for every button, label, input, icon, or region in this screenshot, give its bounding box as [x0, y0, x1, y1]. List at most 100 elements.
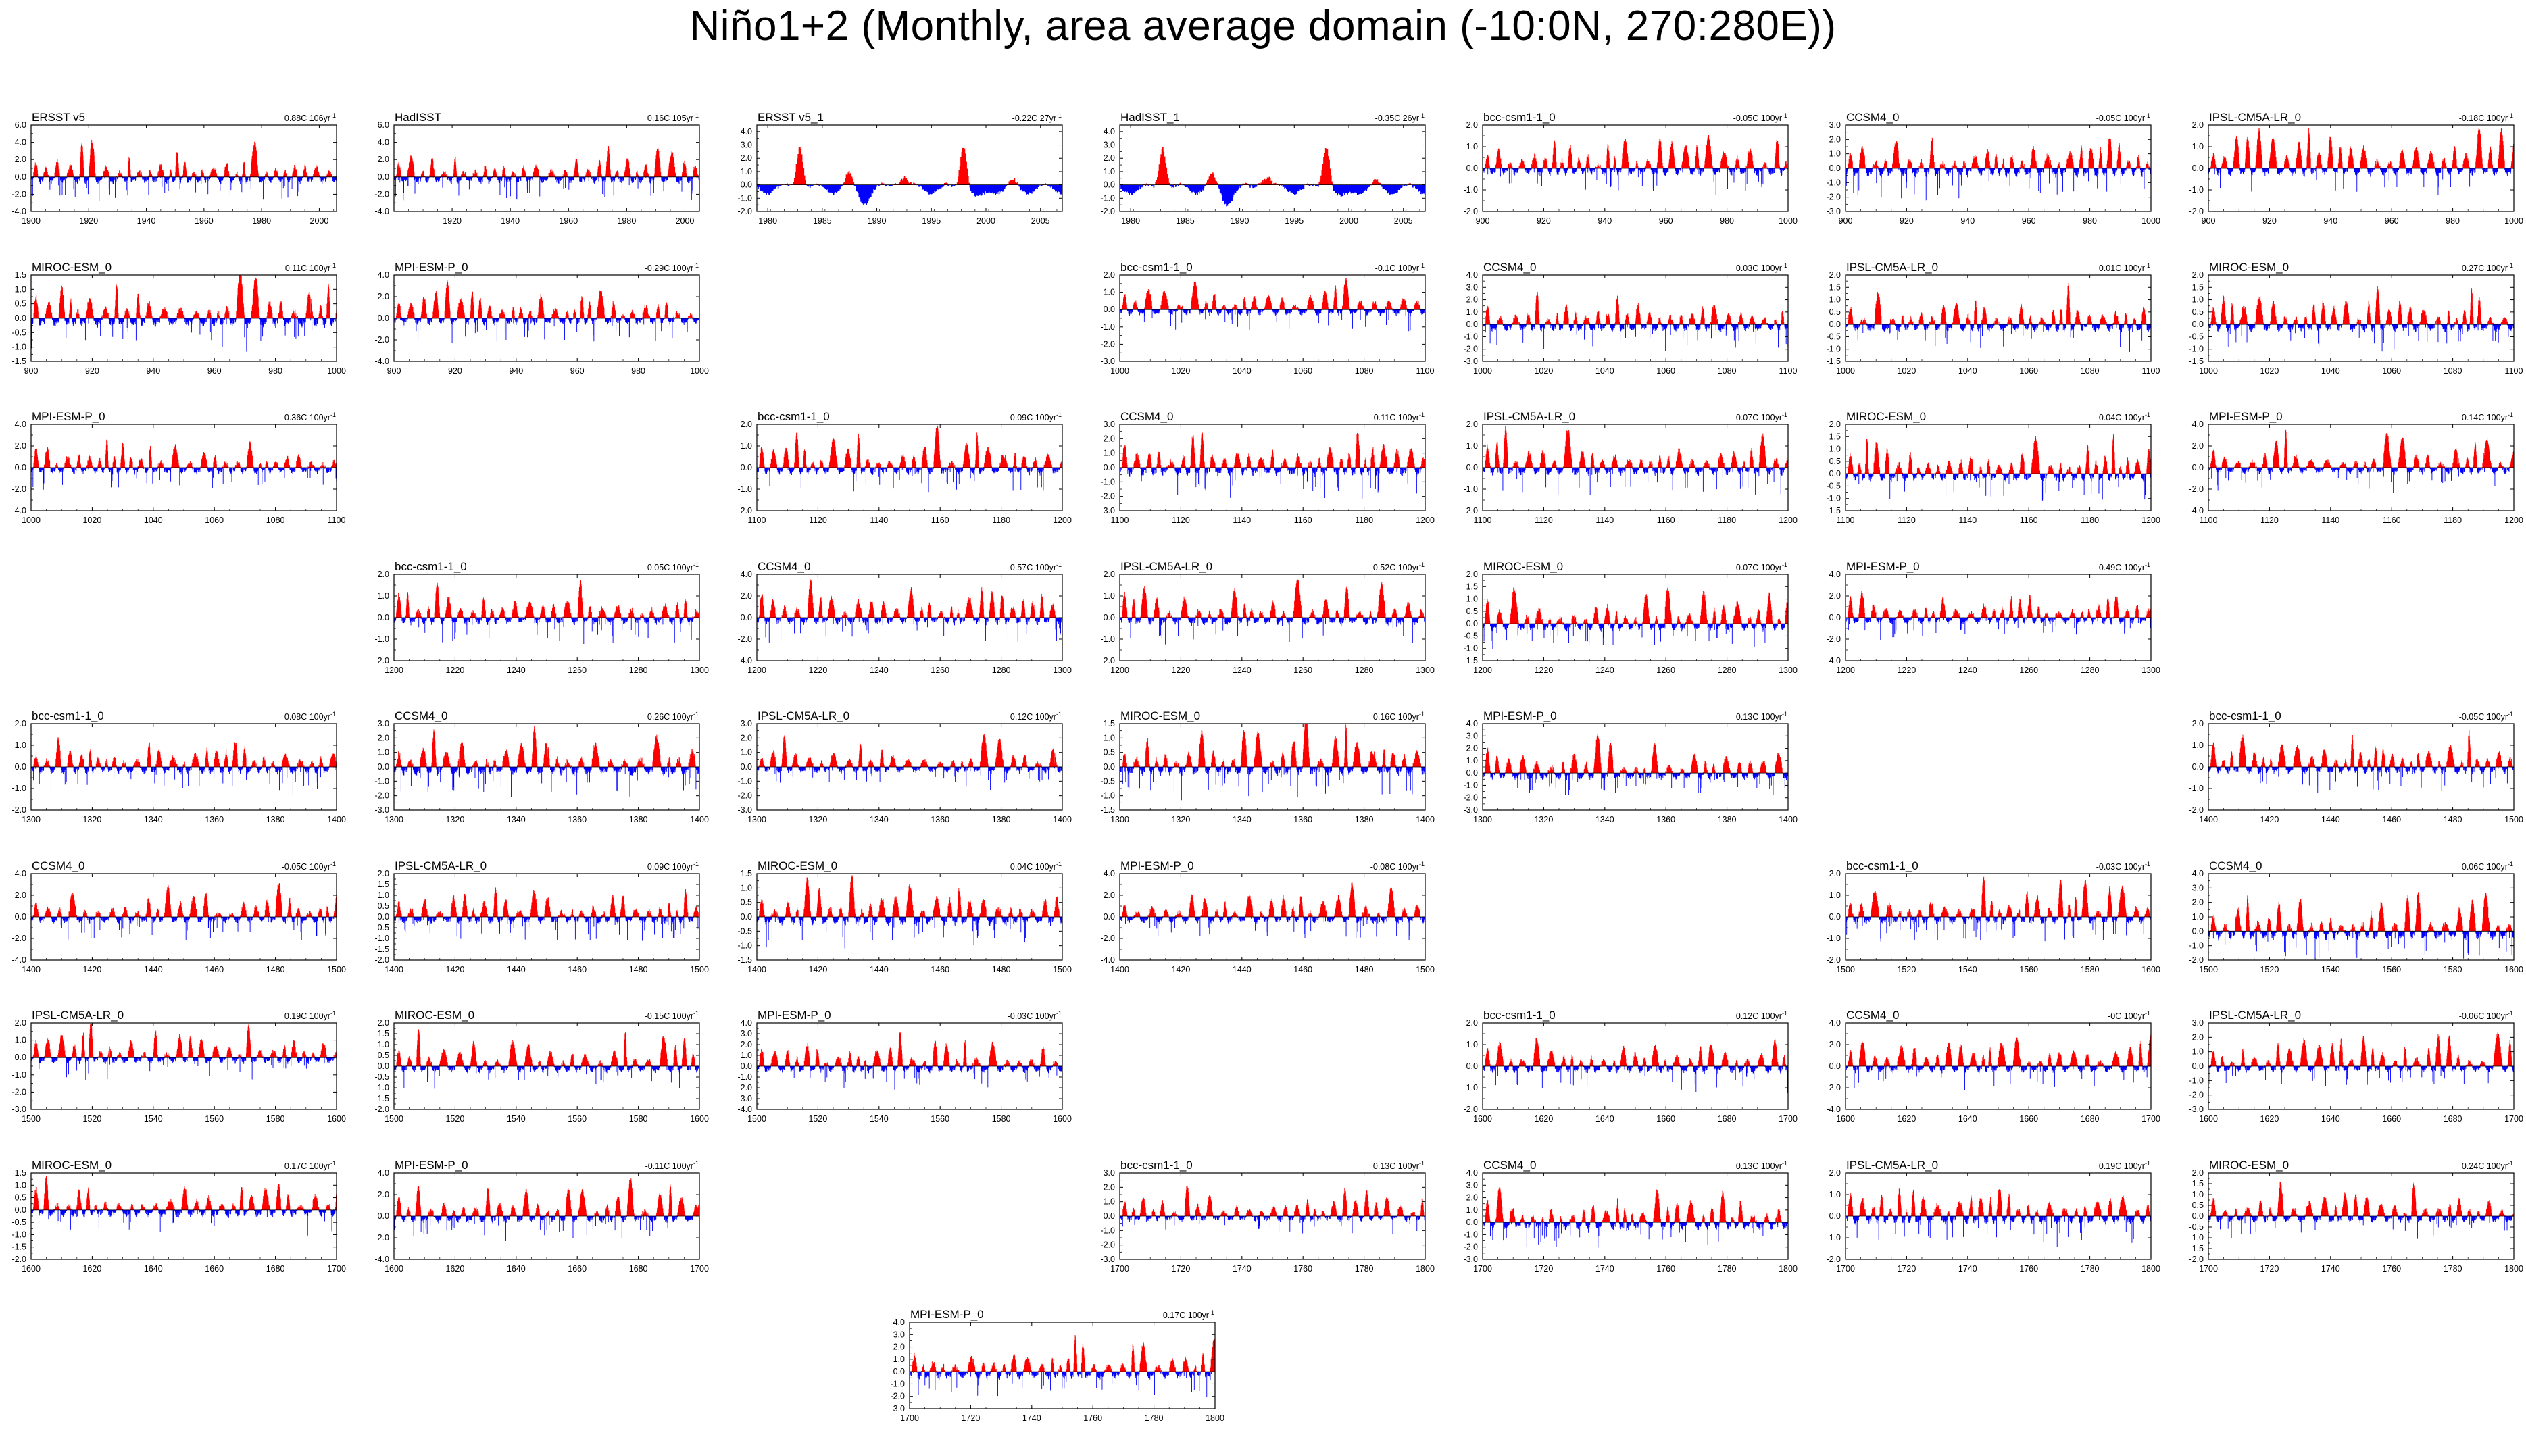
x-tick-label: 1360	[205, 815, 224, 824]
positive-anomaly-series	[395, 1029, 699, 1066]
x-tick-label: 1760	[1293, 1264, 1312, 1274]
x-tick-label: 1160	[1294, 516, 1312, 525]
y-tick-label: 2.0	[1829, 1168, 1841, 1178]
panel-trend-label: 0.13C 100yr-1	[1736, 711, 1787, 722]
y-tick-label: -1.5	[2189, 357, 2204, 366]
panel-series-name: CCSM4_0	[758, 560, 810, 573]
negative-anomaly-series	[2208, 168, 2512, 195]
y-tick-label: -2.0	[11, 189, 26, 199]
y-tick-label: 0.0	[741, 1061, 752, 1071]
y-tick-label: -1.5	[374, 945, 389, 954]
chart-panel: CCSM4_0 -0.11C 100yr-1 3.0 2.0 1.0 0.0 -1.0 -2.…	[1089, 410, 1434, 538]
y-tick-label: 0.5	[1466, 606, 1478, 616]
y-tick-label: 2.0	[741, 153, 752, 163]
x-tick-label: 1480	[629, 965, 648, 974]
panel-trend-label: -0.06C 100yr-1	[2459, 1010, 2513, 1021]
y-tick-label: -2.0	[1826, 1255, 1841, 1264]
x-tick-label: 1240	[1958, 666, 1977, 675]
y-tick-label: 0.0	[1104, 912, 1115, 922]
chart-svg: MIROC-ESM_0 0.27C 100yr-1 2.0 1.5 1.0 0.5 0.0 -…	[2189, 261, 2523, 376]
x-tick-label: 960	[2385, 216, 2399, 226]
y-tick-label: -1.0	[1463, 643, 1478, 653]
y-tick-label: 3.0	[741, 719, 752, 728]
x-tick-label: 1340	[144, 815, 163, 824]
plot-frame	[393, 124, 700, 212]
y-tick-label: -2.0	[374, 335, 389, 345]
panel-trend-label: 0.26C 100yr-1	[647, 711, 699, 722]
chart-svg: bcc-csm1-1_0 -0.03C 100yr-1 2.0 1.0 0.0 -1.0 -…	[1826, 859, 2160, 974]
x-tick-label: 1680	[2081, 1114, 2100, 1124]
panel-trend-label: -0.05C 100yr-1	[282, 861, 336, 872]
y-tick-label: -2.0	[737, 791, 752, 801]
x-tick-label: 1980	[1121, 216, 1140, 226]
chart-svg: MIROC-ESM_0 0.17C 100yr-1 1.5 1.0 0.5 0.0 -0.5…	[11, 1159, 345, 1274]
y-tick-label: 3.0	[1104, 1168, 1115, 1178]
negative-anomaly-series	[393, 617, 699, 644]
y-tick-label: -1.0	[1100, 791, 1115, 801]
x-tick-label: 1400	[1053, 815, 1072, 824]
positive-anomaly-series	[1848, 1033, 2152, 1066]
negative-anomaly-series	[756, 916, 1063, 948]
y-tick-label: -4.0	[11, 207, 26, 216]
panel-trend-label: -0.09C 100yr-1	[1008, 411, 1062, 422]
positive-anomaly-series	[32, 439, 337, 468]
panel-series-name: MPI-ESM-P_0	[1483, 709, 1557, 722]
chart-panel: CCSM4_0 -0.05C 100yr-1 3.0 2.0 1.0 0.0 -1.0 -2.…	[1814, 111, 2160, 239]
y-tick-label: -2.0	[1826, 193, 1841, 202]
x-tick-label: 1780	[2081, 1264, 2100, 1274]
chart-panel: IPSL-CM5A-LR_0 -0.18C 100yr-1 2.0 1.0 0.0 -1.…	[2177, 111, 2523, 239]
x-tick-label: 1600	[22, 1264, 41, 1274]
x-tick-label: 1040	[2321, 366, 2340, 376]
x-tick-label: 1420	[445, 965, 464, 974]
x-tick-label: 1100	[1111, 516, 1129, 525]
negative-anomaly-series	[1482, 773, 1789, 795]
x-tick-label: 1920	[79, 216, 98, 226]
positive-anomaly-series	[32, 274, 337, 318]
panel-trend-label: 0.09C 100yr-1	[647, 861, 699, 872]
positive-anomaly-series	[395, 279, 699, 318]
y-tick-label: -1.0	[374, 934, 389, 943]
x-tick-label: 1000	[327, 366, 346, 376]
x-tick-label: 1940	[501, 216, 520, 226]
x-tick-label: 1040	[1595, 366, 1614, 376]
x-tick-label: 1200	[1836, 666, 1855, 675]
positive-anomaly-series	[1847, 1188, 2150, 1216]
y-tick-label: 0.0	[2192, 320, 2204, 329]
y-tick-label: 4.0	[741, 570, 752, 579]
x-tick-label: 1980	[758, 216, 777, 226]
y-tick-label: 1.0	[741, 1051, 752, 1060]
x-tick-label: 1740	[1022, 1413, 1041, 1423]
x-tick-label: 1100	[1837, 516, 1855, 525]
panel-trend-label: 0.19C 100yr-1	[2099, 1160, 2150, 1171]
y-tick-label: 0.0	[1829, 1061, 1841, 1071]
chart-panel: bcc-csm1-1_0 -0.05C 100yr-1 2.0 1.0 0.0 -1.0 -…	[2177, 709, 2523, 837]
y-tick-label: -2.0	[737, 634, 752, 644]
positive-anomaly-series	[395, 146, 699, 177]
y-tick-label: 2.0	[1104, 434, 1115, 443]
positive-anomaly-series	[31, 737, 337, 767]
chart-svg: IPSL-CM5A-LR_0 -0.07C 100yr-1 2.0 1.0 0.0 -1.…	[1463, 410, 1797, 525]
x-tick-label: 1600	[2141, 965, 2160, 974]
y-tick-label: 1.0	[1466, 307, 1478, 316]
y-tick-label: 0.0	[378, 1061, 389, 1071]
y-tick-label: 1.0	[1104, 591, 1115, 601]
positive-anomaly-series	[1143, 147, 1413, 185]
x-tick-label: 1620	[1534, 1114, 1553, 1124]
y-tick-label: 2.0	[15, 890, 26, 900]
negative-anomaly-series	[1845, 1066, 2148, 1091]
panel-trend-label: 0.12C 100yr-1	[1010, 711, 1062, 722]
x-tick-label: 1380	[992, 815, 1011, 824]
x-tick-label: 1995	[922, 216, 941, 226]
positive-anomaly-series	[2210, 286, 2515, 324]
x-tick-label: 1660	[2019, 1114, 2038, 1124]
x-tick-label: 960	[207, 366, 222, 376]
y-tick-label: 2.0	[2192, 120, 2204, 130]
y-tick-label: 0.0	[378, 1211, 389, 1221]
panel-trend-label: -0.07C 100yr-1	[1733, 411, 1787, 422]
y-tick-label: 0.0	[1466, 463, 1478, 472]
y-tick-label: -2.0	[2189, 1255, 2204, 1264]
x-tick-label: 1080	[1355, 366, 1374, 376]
y-tick-label: 0.0	[741, 762, 752, 772]
y-tick-label: -0.5	[1826, 332, 1841, 341]
